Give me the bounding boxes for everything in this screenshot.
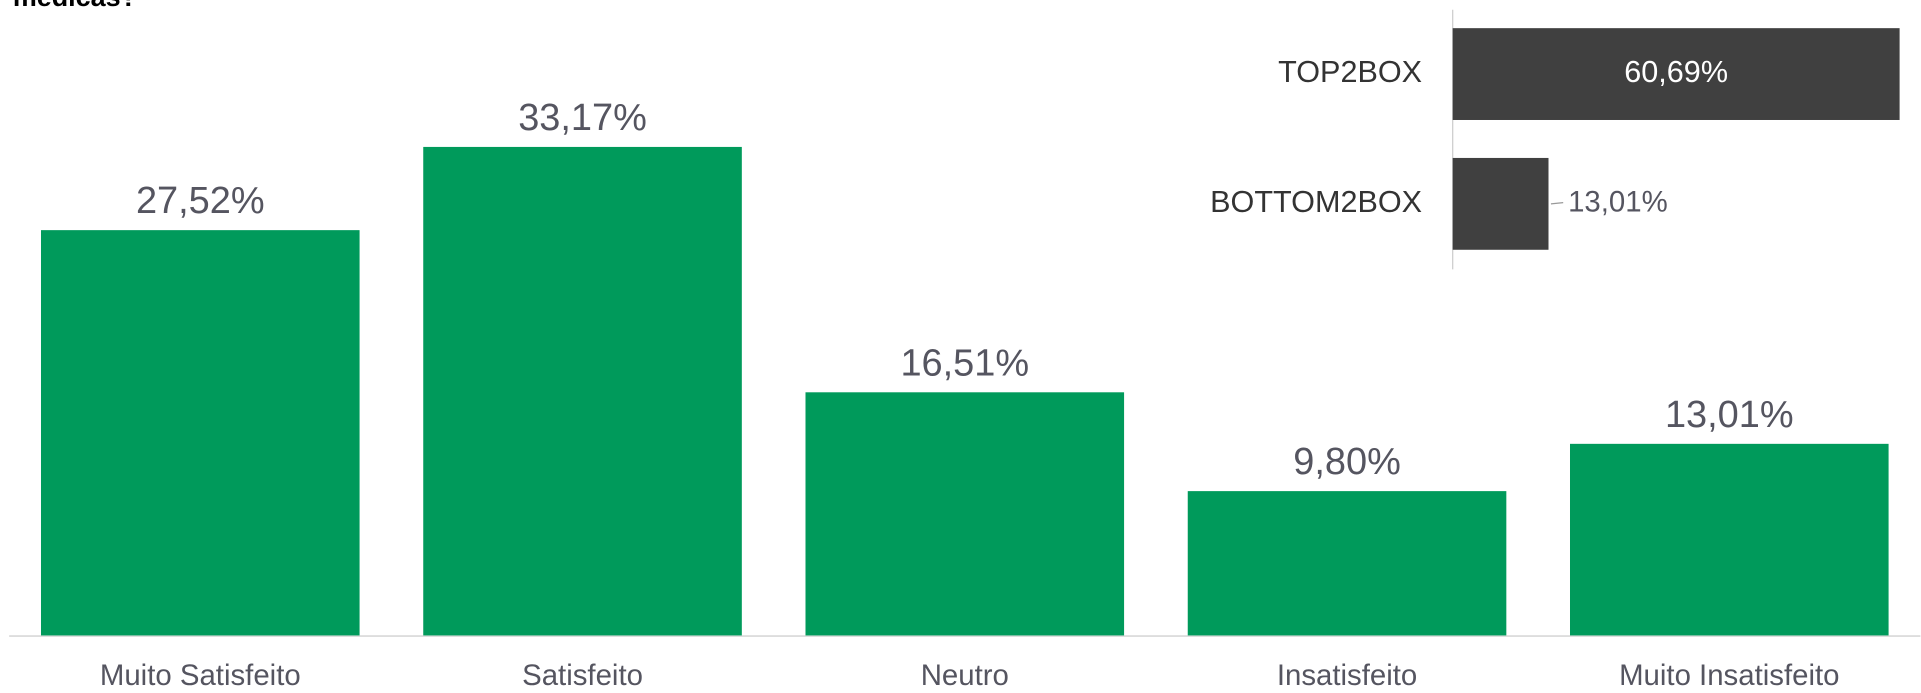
leader-line	[1550, 202, 1564, 205]
value-label: 13,01%	[1568, 186, 1668, 219]
bar	[1569, 443, 1889, 636]
x-tick-label: Neutro	[921, 659, 1009, 692]
y-tick-label: BOTTOM2BOX	[1210, 185, 1422, 219]
value-label: 13,01%	[1665, 394, 1794, 436]
title: médicas?	[13, 0, 137, 12]
bar	[1452, 157, 1549, 250]
x-tick-label: Muito Satisfeito	[100, 659, 301, 692]
bar	[1187, 491, 1507, 636]
x-tick-label: Satisfeito	[522, 659, 643, 692]
bar	[40, 230, 360, 636]
bar	[423, 146, 742, 636]
bar	[805, 392, 1125, 636]
x-tick-label: Insatisfeito	[1277, 659, 1417, 692]
value-label: 16,51%	[900, 342, 1029, 384]
bar	[1452, 28, 1900, 120]
value-label: 27,52%	[136, 180, 265, 222]
y-tick-label: TOP2BOX	[1278, 55, 1422, 89]
x-tick-label: Muito Insatisfeito	[1619, 659, 1839, 692]
value-label: 33,17%	[518, 97, 647, 139]
value-label: 60,69%	[1624, 55, 1728, 89]
value-label: 9,80%	[1293, 441, 1401, 483]
